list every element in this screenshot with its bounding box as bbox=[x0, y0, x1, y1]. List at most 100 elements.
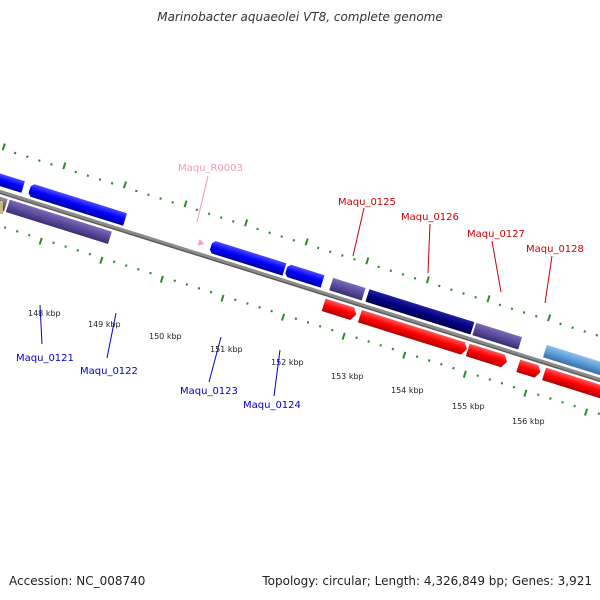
gene-label-maqu-0127[interactable]: Maqu_0127 bbox=[467, 229, 525, 240]
scale-label: 153 kbp bbox=[331, 372, 364, 381]
minor-tick bbox=[367, 340, 370, 343]
minor-tick bbox=[74, 170, 78, 174]
gene-label-maqu-0125[interactable]: Maqu_0125 bbox=[338, 197, 396, 208]
minor-tick bbox=[549, 397, 552, 400]
minor-tick bbox=[510, 307, 514, 311]
minor-tick bbox=[595, 333, 599, 337]
leader-line-maqu-0122 bbox=[106, 312, 117, 359]
gene-label-maqu-r0003[interactable]: Maqu_R0003 bbox=[178, 163, 243, 174]
minor-tick bbox=[500, 381, 504, 385]
tick-ruler-bottom bbox=[3, 226, 600, 416]
minor-tick bbox=[462, 292, 465, 295]
minor-tick bbox=[64, 245, 67, 248]
reverse-gene-arrow[interactable] bbox=[284, 264, 325, 288]
minor-tick bbox=[50, 163, 53, 166]
forward-gene-arrow[interactable] bbox=[516, 359, 542, 379]
minor-tick bbox=[415, 355, 419, 359]
minor-tick bbox=[498, 303, 502, 307]
minor-tick bbox=[268, 231, 271, 235]
forward-gene-arrow[interactable] bbox=[542, 344, 600, 385]
forward-hypothetical-gene[interactable] bbox=[329, 277, 366, 301]
minor-tick bbox=[316, 246, 320, 250]
leader-line-maqu-0124 bbox=[273, 349, 281, 397]
minor-tick bbox=[573, 404, 576, 408]
forward-gene-arrow[interactable] bbox=[465, 343, 509, 369]
major-tick bbox=[341, 332, 346, 340]
major-tick bbox=[425, 276, 430, 284]
major-tick bbox=[220, 294, 225, 302]
minor-tick bbox=[219, 216, 223, 219]
reverse-gene-arrow[interactable] bbox=[0, 172, 25, 193]
forward-hypothetical-gene[interactable] bbox=[365, 289, 475, 335]
minor-tick bbox=[124, 264, 128, 267]
major-tick bbox=[38, 237, 43, 245]
scale-label: 151 kbp bbox=[210, 345, 243, 354]
leader-line-maqu-0125 bbox=[352, 207, 365, 257]
reverse-gene-arrow[interactable] bbox=[28, 183, 128, 226]
major-tick bbox=[304, 238, 309, 246]
minor-tick bbox=[294, 317, 298, 321]
minor-tick bbox=[355, 336, 358, 340]
major-tick bbox=[122, 181, 127, 189]
rna-gene-marker[interactable] bbox=[197, 239, 205, 247]
minor-tick bbox=[88, 252, 92, 256]
major-tick bbox=[523, 389, 528, 397]
gene-label-maqu-0122[interactable]: Maqu_0122 bbox=[80, 366, 138, 377]
major-tick bbox=[281, 313, 286, 321]
forward-gene-arrow[interactable] bbox=[357, 309, 469, 356]
minor-tick bbox=[328, 250, 332, 254]
forward-gene-arrow[interactable] bbox=[542, 367, 600, 410]
forward-gene-arrow[interactable] bbox=[321, 298, 358, 322]
leader-line-maqu-0121 bbox=[39, 304, 43, 345]
minor-tick bbox=[440, 362, 443, 366]
scale-label: 148 kbp bbox=[28, 309, 61, 318]
minor-tick bbox=[15, 230, 19, 233]
minor-tick bbox=[159, 197, 162, 200]
minor-tick bbox=[488, 378, 492, 381]
forward-hypothetical-gene[interactable] bbox=[472, 322, 523, 350]
minor-tick bbox=[534, 314, 538, 318]
major-tick bbox=[62, 162, 67, 170]
minor-tick bbox=[173, 279, 177, 283]
minor-tick bbox=[197, 287, 201, 290]
minor-tick bbox=[522, 311, 526, 314]
major-tick bbox=[99, 256, 104, 264]
accession-label: Accession: NC_008740 bbox=[9, 574, 146, 588]
minor-tick bbox=[135, 189, 138, 193]
scale-label: 152 kbp bbox=[271, 358, 304, 367]
leader-line-maqu-0128 bbox=[544, 255, 553, 304]
minor-tick bbox=[207, 212, 211, 216]
minor-tick bbox=[292, 238, 296, 242]
partial-gene-edge[interactable] bbox=[0, 201, 3, 214]
minor-tick bbox=[147, 193, 150, 197]
minor-tick bbox=[258, 305, 261, 309]
minor-tick bbox=[401, 273, 405, 276]
minor-tick bbox=[231, 219, 235, 223]
minor-tick bbox=[379, 343, 383, 347]
gene-label-maqu-0124[interactable]: Maqu_0124 bbox=[243, 400, 301, 411]
gene-label-maqu-0128[interactable]: Maqu_0128 bbox=[526, 244, 584, 255]
minor-tick bbox=[149, 271, 152, 275]
minor-tick bbox=[28, 233, 31, 237]
reverse-hypothetical-gene[interactable] bbox=[5, 199, 112, 245]
minor-tick bbox=[52, 241, 55, 245]
minor-tick bbox=[171, 201, 174, 204]
gene-label-maqu-0126[interactable]: Maqu_0126 bbox=[401, 212, 459, 223]
minor-tick bbox=[234, 298, 237, 302]
genome-backbone bbox=[0, 135, 600, 438]
minor-tick bbox=[112, 260, 116, 264]
gene-label-maqu-0123[interactable]: Maqu_0123 bbox=[180, 386, 238, 397]
minor-tick bbox=[330, 328, 334, 332]
minor-tick bbox=[427, 359, 431, 362]
minor-tick bbox=[391, 347, 395, 351]
minor-tick bbox=[571, 326, 574, 330]
minor-tick bbox=[38, 159, 41, 162]
minor-tick bbox=[377, 265, 380, 269]
minor-tick bbox=[137, 268, 140, 271]
minor-tick bbox=[413, 276, 417, 280]
reverse-gene-arrow[interactable] bbox=[209, 240, 287, 276]
minor-tick bbox=[76, 249, 80, 252]
minor-tick bbox=[25, 155, 29, 159]
gene-label-maqu-0121[interactable]: Maqu_0121 bbox=[16, 353, 74, 364]
